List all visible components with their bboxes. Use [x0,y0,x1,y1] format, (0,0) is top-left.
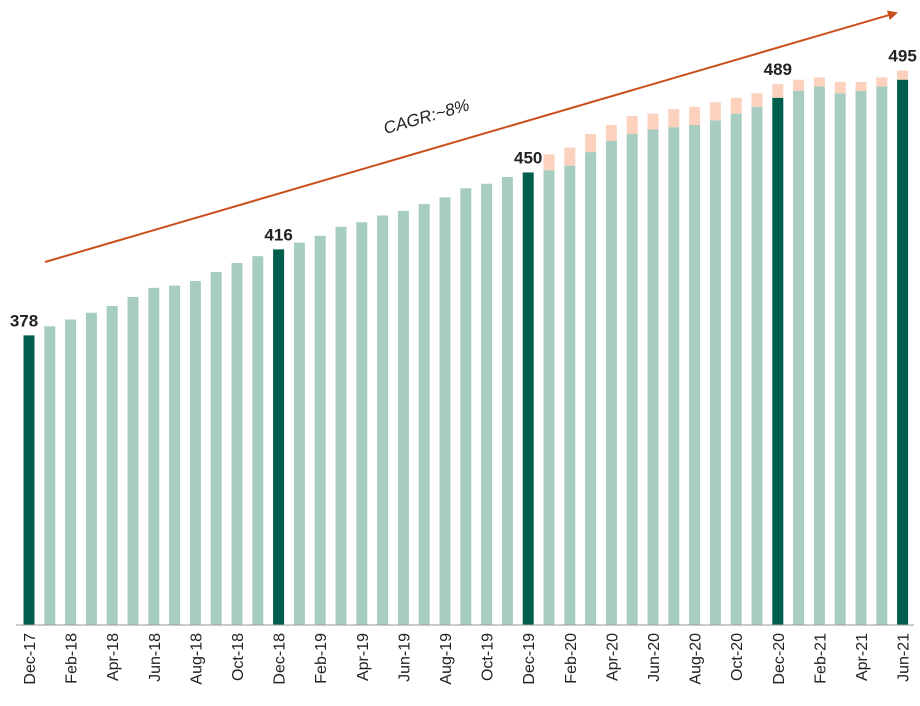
x-tick-label: Dec-20 [771,633,788,685]
bar [23,335,35,625]
bar [418,204,430,626]
x-tick-label: Aug-19 [438,633,455,685]
data-label: 489 [764,60,792,79]
x-tick-label: Feb-20 [563,633,580,684]
bar [626,133,638,625]
x-tick-label: Apr-21 [854,633,871,681]
bar [772,97,784,625]
bar [481,183,493,625]
bar [585,152,597,625]
bar [65,319,77,625]
x-tick-label: Jun-18 [147,633,164,682]
x-tick-label: Aug-20 [688,633,705,685]
bar [585,133,597,153]
bar [460,188,472,625]
bar [252,256,264,625]
bar [897,79,909,626]
bar [813,77,825,87]
bar [876,86,888,625]
x-tick-label: Jun-21 [896,633,913,682]
bar [293,242,305,626]
x-tick-label: Feb-18 [64,633,81,684]
x-tick-label: Aug-18 [188,633,205,685]
x-tick-label: Oct-19 [480,633,497,681]
bar [397,210,409,625]
bar [356,222,368,625]
bar [605,124,617,141]
bar [543,170,555,625]
data-label: 450 [514,148,542,167]
bar [522,172,534,625]
bar [793,90,805,625]
bar [709,120,721,626]
bar [834,93,846,626]
trend-arrow [44,10,898,263]
x-tick-label: Apr-19 [355,633,372,681]
x-tick-label: Dec-17 [22,633,39,685]
bar [501,176,513,625]
bar [543,154,555,171]
x-tick-label: Apr-18 [105,633,122,681]
x-tick-label: Oct-20 [729,633,746,681]
data-label: 495 [888,47,916,66]
bar [709,102,721,121]
bar [689,124,701,625]
bar [439,197,451,625]
x-tick-label: Dec-19 [521,633,538,685]
bar [127,296,139,625]
x-tick-label: Oct-18 [230,633,247,681]
bar [647,113,659,130]
bar [189,281,201,625]
x-tick-label: Dec-18 [272,633,289,685]
bar [897,70,909,80]
bar [231,262,243,625]
bar [668,109,680,128]
bar [855,90,867,625]
bar [813,86,825,625]
bar [793,79,805,91]
x-tick-label: Feb-19 [313,633,330,684]
bar [834,81,846,94]
bar [564,147,576,166]
x-tick-label: Apr-20 [604,633,621,681]
bar [148,287,160,625]
x-tick-label: Jun-20 [646,633,663,682]
data-label: 416 [264,225,292,244]
bar [730,97,742,114]
bar [626,115,638,134]
x-tick-label: Jun-19 [396,633,413,682]
bar [106,305,118,625]
annotation: CAGR:~8% [381,95,471,138]
bar [85,312,97,625]
bar [44,326,56,625]
bar [314,235,326,625]
bar [335,226,347,625]
bar [730,113,742,626]
bar [605,140,617,625]
bar [273,249,285,625]
bar [564,165,576,625]
bar [689,106,701,125]
bar [751,93,763,107]
bar [377,215,389,626]
data-label: 378 [10,311,38,330]
bar [210,272,222,625]
bar [169,285,181,625]
x-tick-label: Feb-21 [812,633,829,684]
bar [772,84,784,98]
bar [876,77,888,87]
bar [855,81,867,91]
bar [668,127,680,625]
bar [647,129,659,626]
bar [751,106,763,626]
